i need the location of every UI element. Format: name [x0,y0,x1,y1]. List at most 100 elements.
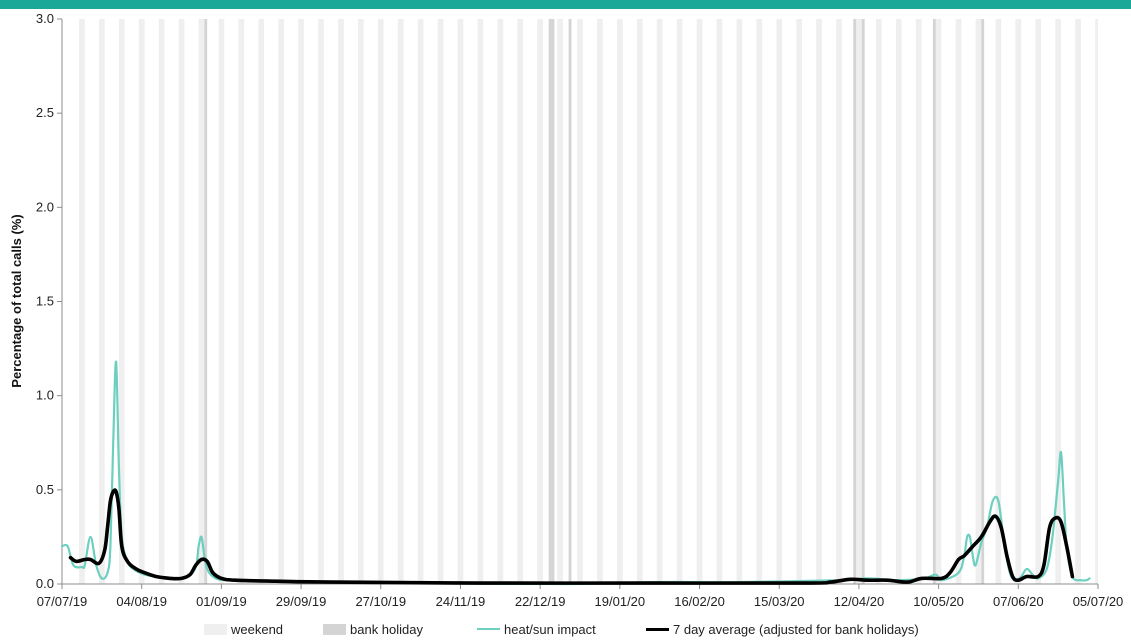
weekend-band [178,19,185,584]
y-tick-label: 2.5 [36,105,54,120]
weekend-band [656,19,663,584]
weekend-band [278,19,284,584]
weekend-band [417,19,424,584]
weekend-band [457,19,464,584]
x-tick-label: 04/08/19 [116,594,167,609]
weekend-band [557,19,563,584]
bank-holiday-band [548,19,552,584]
weekend-band [118,19,125,584]
weekend-band [617,19,623,584]
x-tick-label: 10/05/20 [913,594,964,609]
weekend-band [915,19,922,584]
legend-swatch-bank-holiday [323,623,346,635]
top-accent-bar [0,0,1131,9]
bank-holiday-band [568,19,572,584]
weekend-band [1075,19,1081,584]
y-axis-label: Percentage of total calls (%) [9,214,24,387]
weekend-band [318,19,324,584]
bank-holiday-band [932,19,936,584]
weekend-band [975,19,982,584]
legend-label-heat: heat/sun impact [504,621,596,637]
weekend-band [636,19,643,584]
weekend-band [477,19,484,584]
y-tick-label: 3.0 [36,11,54,26]
x-tick-label: 07/06/20 [993,594,1044,609]
weekend-band [995,19,1002,584]
weekend-band [836,19,842,584]
x-tick-label: 01/09/19 [196,594,247,609]
bank-holiday-band [861,19,865,584]
line-chart: 0.0 0.5 1.0 1.5 2.0 2.5 3.0 07/07/19 04/08/19 01/… [9,11,1123,609]
weekend-band [756,19,763,584]
y-tick-label: 1.0 [36,388,54,403]
tick-labels: 0.0 0.5 1.0 1.5 2.0 2.5 3.0 07/07/19 04/08/19 01/… [36,11,1123,609]
bank-holiday-band [853,19,857,584]
weekend-band [358,19,364,584]
legend-label-weekend: weekend [231,621,284,637]
weekend-band [1095,19,1098,584]
weekend-band [1035,19,1042,584]
weekend-band [238,19,245,584]
x-tick-label: 15/03/20 [754,594,805,609]
calendar-bands [79,19,1098,584]
weekend-band [377,19,384,584]
weekend-band [856,19,862,584]
legend-swatch-heat [477,628,500,630]
weekend-band [537,19,543,584]
weekend-band [955,19,962,584]
weekend-band [696,19,703,584]
weekend-band [138,19,145,584]
x-tick-label: 19/01/20 [595,594,646,609]
bank-holiday-band [981,19,985,584]
weekend-band [895,19,902,584]
weekend-band [736,19,743,584]
weekend-band [298,19,304,584]
weekend-band [397,19,404,584]
x-tick-label: 05/07/20 [1073,594,1124,609]
weekend-band [796,19,802,584]
legend-label-bank-holiday: bank holiday [350,621,423,637]
y-tick-label: 0.5 [36,482,54,497]
weekend-band [597,19,603,584]
chart-legend: weekend bank holiday heat/sun impact 7 d… [0,619,1131,639]
x-tick-label: 16/02/20 [674,594,725,609]
legend-swatch-weekend [204,623,227,635]
legend-swatch-avg [646,627,669,631]
x-tick-label: 24/11/19 [436,594,486,609]
weekend-band [497,19,504,584]
weekend-band [676,19,683,584]
x-tick-label: 27/10/19 [355,594,406,609]
weekend-band [876,19,882,584]
x-tick-label: 22/12/19 [515,594,566,609]
weekend-band [338,19,344,584]
legend-item-bank-holiday: bank holiday [323,619,423,639]
weekend-band [716,19,723,584]
weekend-band [776,19,783,584]
weekend-band [158,19,165,584]
weekend-band [577,19,583,584]
weekend-band [517,19,524,584]
seven-day-average-line [68,488,1075,585]
bank-holiday-band [551,19,555,584]
x-tick-label: 07/07/19 [37,594,88,609]
legend-item-avg: 7 day average (adjusted for bank holiday… [646,619,919,639]
bank-holiday-band [204,19,208,584]
weekend-band [816,19,822,584]
chart-series [60,360,1091,586]
x-tick-label: 29/09/19 [276,594,327,609]
weekend-band [1015,19,1022,584]
y-tick-label: 2.0 [36,199,54,214]
x-tick-label: 12/04/20 [834,594,885,609]
weekend-band [79,19,85,584]
weekend-band [218,19,225,584]
weekend-band [935,19,942,584]
weekend-band [99,19,105,584]
weekend-band [1055,19,1061,584]
weekend-band [198,19,205,584]
legend-label-avg: 7 day average (adjusted for bank holiday… [673,621,919,637]
weekend-band [258,19,265,584]
legend-item-heat: heat/sun impact [477,619,596,639]
legend-item-weekend: weekend [204,619,283,639]
y-tick-label: 0.0 [36,576,54,591]
y-tick-label: 1.5 [36,294,54,309]
